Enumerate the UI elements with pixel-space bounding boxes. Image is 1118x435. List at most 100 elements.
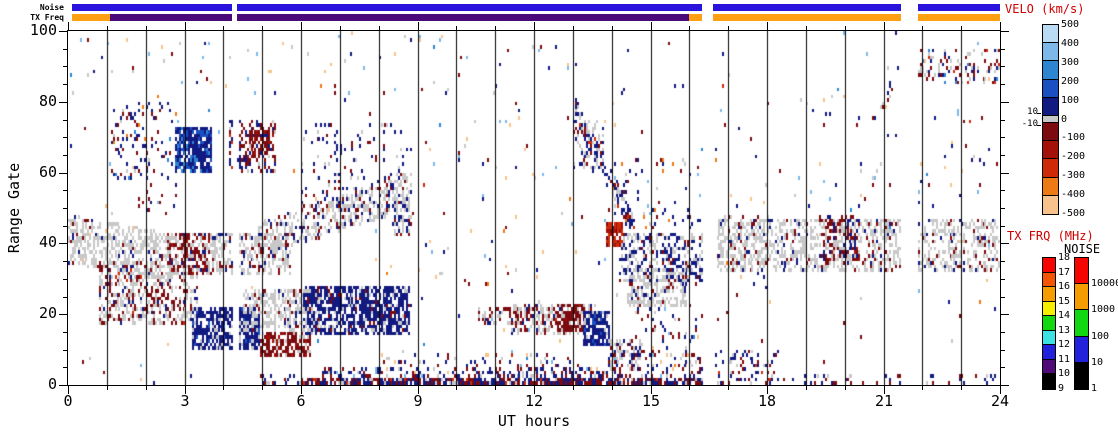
x-tick: [845, 386, 846, 390]
y-tick: [63, 226, 67, 227]
x-top-tick: [418, 22, 419, 30]
y-tick: [63, 332, 67, 333]
x-tick: [301, 386, 302, 394]
x-tick: [884, 386, 885, 394]
noise-colorbar: [1074, 257, 1089, 390]
velocity-scale-label: -500: [1061, 208, 1086, 219]
velocity-scale-label: 500: [1061, 19, 1080, 30]
noise-colorbar-segment: [1075, 362, 1088, 389]
tx-freq-scale-label: 16: [1058, 281, 1071, 293]
x-tick-label: 0: [63, 392, 73, 410]
velocity-colorbar-segment: [1043, 79, 1058, 98]
noise-status-segment: [71, 4, 232, 11]
y-right-tick: [1001, 49, 1005, 50]
tx-freq-bar-label: TX Freq: [30, 13, 64, 22]
tx-freq-scale-label: 17: [1058, 266, 1071, 278]
y-tick: [63, 208, 67, 209]
x-top-tick: [767, 22, 768, 30]
x-top-tick: [223, 26, 224, 30]
y-tick: [59, 173, 67, 174]
x-tick: [185, 386, 186, 394]
y-tick: [63, 137, 67, 138]
velocity-scale-label: 0: [1061, 113, 1068, 125]
x-top-tick: [107, 26, 108, 30]
y-right-tick: [1001, 243, 1009, 244]
x-top-tick: [728, 26, 729, 30]
velocity-zero-tick: [1037, 125, 1041, 126]
x-top-tick: [340, 26, 341, 30]
x-top-tick: [1000, 22, 1001, 30]
y-tick-label: 100: [29, 21, 57, 39]
y-right-tick: [1001, 367, 1005, 368]
x-tick: [495, 386, 496, 390]
tx-freq-scale-label: 10: [1058, 368, 1071, 380]
tx-freq-scale-label: 13: [1058, 324, 1071, 336]
x-top-tick: [495, 26, 496, 30]
x-tick: [728, 386, 729, 390]
x-tick-label: 6: [296, 392, 306, 410]
tx-freq-status-segment: [689, 14, 703, 21]
noise-colorbar-segment: [1075, 310, 1088, 337]
tx-freq-status-segment: [713, 14, 901, 21]
velocity-colorbar-segment: [1043, 159, 1058, 178]
tx-freq-scale-label: 18: [1058, 252, 1071, 263]
noise-scale-label: 10000: [1091, 278, 1118, 290]
velocity-scale-title: VELO (km/s): [1005, 2, 1085, 16]
x-tick: [767, 386, 768, 394]
x-tick: [379, 386, 380, 390]
x-tick: [107, 386, 108, 390]
tx-freq-colorbar-segment: [1043, 272, 1055, 288]
x-tick: [573, 386, 574, 390]
noise-colorbar-segment: [1075, 336, 1088, 363]
y-right-tick: [1001, 208, 1005, 209]
tx-freq-colorbar-segment: [1043, 359, 1055, 375]
x-top-tick: [456, 26, 457, 30]
velocity-scale-label: -200: [1061, 151, 1086, 163]
velocity-colorbar-segment: [1043, 122, 1058, 142]
x-tick: [651, 386, 652, 394]
velocity-scale-label: -300: [1061, 170, 1086, 182]
velocity-scale-label: 400: [1061, 37, 1080, 49]
velocity-colorbar-segment: [1043, 177, 1058, 196]
y-tick: [63, 279, 67, 280]
plot-frame: [67, 30, 1001, 386]
y-right-tick: [1001, 173, 1009, 174]
x-top-tick: [651, 22, 652, 30]
tx-freq-status-segment: [109, 14, 232, 21]
x-top-tick: [884, 22, 885, 30]
x-tick: [961, 386, 962, 390]
x-tick: [534, 386, 535, 394]
y-tick: [63, 120, 67, 121]
x-top-tick: [961, 26, 962, 30]
velocity-colorbar-segment: [1043, 195, 1058, 214]
x-top-tick: [689, 26, 690, 30]
noise-colorbar-segment: [1075, 258, 1088, 285]
noise-status-segment: [918, 4, 1000, 11]
x-tick: [612, 386, 613, 390]
tx-freq-status-segment: [918, 14, 1000, 21]
velocity-heatmap-canvas: [68, 31, 1000, 385]
y-tick: [59, 243, 67, 244]
x-top-tick: [573, 26, 574, 30]
tx-freq-scale-label: 11: [1058, 353, 1071, 365]
velocity-zero-label: -10: [1021, 119, 1038, 129]
tx-freq-scale-label: 15: [1058, 295, 1071, 307]
noise-scale-label: 1: [1091, 383, 1098, 394]
velocity-colorbar-segment: [1043, 141, 1058, 160]
y-tick: [59, 314, 67, 315]
velocity-zero-label: 10: [1027, 107, 1038, 117]
tx-freq-colorbar-segment: [1043, 374, 1055, 389]
x-tick: [922, 386, 923, 390]
y-right-tick: [1001, 137, 1005, 138]
x-tick-label: 3: [180, 392, 190, 410]
y-right-tick: [1001, 314, 1009, 315]
y-tick-label: 20: [38, 304, 57, 322]
x-top-tick: [185, 22, 186, 30]
x-tick: [146, 386, 147, 390]
x-top-tick: [845, 26, 846, 30]
y-tick: [59, 385, 67, 386]
y-right-tick: [1001, 279, 1005, 280]
y-right-tick: [1001, 350, 1005, 351]
y-right-tick: [1001, 102, 1009, 103]
